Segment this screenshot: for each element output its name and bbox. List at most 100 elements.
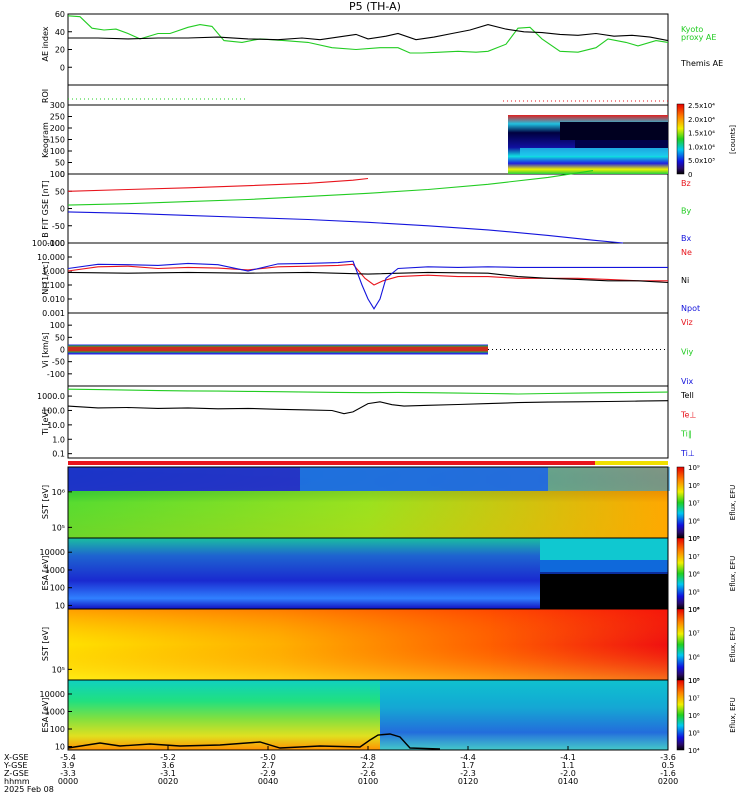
time-axis-y-value: 0.5	[662, 761, 675, 770]
temperature-legend-te-: Te⊥	[680, 410, 696, 419]
density-series-ni	[67, 271, 669, 284]
velocity-y-tick-label: -100	[47, 370, 65, 379]
velocity-legend-vix: Vix	[681, 377, 694, 386]
sst2-colorbar	[676, 608, 685, 681]
time-axis-t-value: 0000	[58, 777, 78, 786]
keogram-colorbar-tick-label: 0	[688, 171, 692, 179]
velocity-y-tick-label: 100	[50, 321, 65, 330]
esa2-spectrogram-right-region	[380, 680, 668, 750]
roi-y-axis-label: ROI	[41, 89, 50, 103]
velocity-y-tick-label: 0	[60, 346, 65, 355]
esa1-y-tick-label: 10000	[40, 548, 65, 557]
keogram-colorbar-tick-label: 1.0x10⁴	[688, 143, 715, 151]
ae-y-tick-label: 0	[60, 63, 65, 72]
sst1-colorbar	[676, 466, 685, 539]
keogram-colorbar	[676, 103, 685, 175]
time-axis-x-value: -3.6	[660, 753, 676, 762]
footer-label: X-GSE	[4, 753, 29, 762]
density-legend-ni: Ni	[681, 276, 689, 285]
time-axis-t-value: 0200	[658, 777, 678, 786]
temperature-series-ti	[67, 388, 669, 395]
temperature-y-tick-label: 100.0	[42, 406, 65, 415]
mode-bar-yellow	[595, 461, 668, 465]
density-y-tick-label: 1.000	[42, 267, 65, 276]
mode-bar-red	[68, 461, 595, 465]
ae-series-kyoto-proxy-ae	[67, 15, 669, 54]
bfield-series-bx	[67, 211, 624, 244]
keogram-colorbar-tick-label: 2.0x10⁴	[688, 116, 715, 124]
time-axis-t-value: 0120	[458, 777, 478, 786]
bfield-series-bz	[67, 177, 369, 192]
sst2-spectrogram-shading	[68, 609, 668, 680]
time-axis-x-value: -4.1	[560, 753, 576, 762]
plot-title: P5 (TH-A)	[349, 0, 401, 13]
time-axis-t-value: 0100	[358, 777, 378, 786]
sst1-y-tick-label: 10⁵	[52, 523, 65, 532]
keogram-y-tick-label: 0	[60, 170, 65, 179]
esa2-colorbar-tick-label: 10⁸	[688, 677, 700, 685]
esa1-colorbar-tick-label: 10⁶	[688, 571, 700, 579]
time-axis-x-value: -5.0	[260, 753, 276, 762]
sst1-spectrogram-upper-band-fade	[300, 467, 670, 491]
time-axis-z-value: -3.3	[60, 769, 76, 778]
esa1-y-tick-label: 1000	[45, 566, 65, 575]
sst2-y-tick-label: 10⁵	[52, 665, 65, 674]
bfield-panel-frame	[67, 173, 669, 244]
sst1-colorbar-label: Eflux, EFU	[729, 485, 737, 520]
ae-y-axis-label: AE index	[41, 26, 50, 61]
time-axis-z-value: -2.0	[560, 769, 576, 778]
time-axis-y-value: 1.7	[462, 761, 475, 770]
time-axis-x-value: -5.4	[60, 753, 76, 762]
bfield-legend-bx: Bx	[681, 234, 691, 243]
bfield-y-tick-label: 0	[60, 205, 65, 214]
spectrogram-frames	[67, 466, 669, 751]
sst1-colorbar-tick-label: 10⁷	[688, 500, 700, 508]
velocity-legend-viz: Viz	[681, 318, 693, 327]
bfield-y-tick-label: 50	[55, 187, 65, 196]
velocity-y-axis-label: Vi [km/s]	[41, 332, 50, 368]
footer-label: Y-GSE	[3, 761, 27, 770]
esa1-colorbar-tick-label: 10⁴	[688, 606, 700, 614]
esa2-y-tick-label: 1000	[45, 708, 65, 717]
keogram-image-cyan-band	[520, 148, 668, 156]
esa1-spectrogram-dark-block	[540, 572, 668, 609]
time-axis-t-value: 0020	[158, 777, 178, 786]
sst2-colorbar-tick-label: 10⁶	[688, 653, 700, 661]
time-axis-x-value: -5.2	[160, 753, 176, 762]
keogram-colorbar-label: [counts]	[729, 125, 737, 154]
ae-y-tick-label: 40	[55, 28, 65, 37]
temperature-y-tick-label: 1.0	[52, 435, 65, 444]
panel-frames	[67, 13, 669, 459]
bfield-legend-bz: Bz	[681, 179, 691, 188]
esa2-y-tick-label: 10	[55, 743, 65, 752]
density-y-tick-label: 100.000	[32, 239, 65, 248]
sst1-colorbar-tick-label: 10⁸	[688, 482, 700, 490]
esa1-spectrogram-blue-band	[540, 560, 668, 574]
esa1-colorbar-label: Eflux, EFU	[729, 556, 737, 591]
ae-y-tick-label: 60	[55, 10, 65, 19]
esa2-spectrogram-black-trace	[67, 733, 441, 750]
temperature-legend-tell: Tell	[680, 391, 694, 400]
density-legend-npot: Npot	[681, 304, 700, 313]
esa2-colorbar	[676, 679, 685, 751]
temperature-legend-ti-: Ti⊥	[680, 449, 695, 458]
bfield-legend-by: By	[681, 207, 691, 216]
keogram-image	[508, 115, 668, 174]
esa2-y-tick-label: 10000	[40, 690, 65, 699]
ae-y-tick-label: 20	[55, 46, 65, 55]
time-axis-z-value: -2.6	[360, 769, 376, 778]
keogram-y-tick-label: 200	[50, 124, 65, 133]
ae-legend-kyoto: Kyoto	[681, 25, 703, 34]
temperature-legend-ti-: Ti∥	[680, 430, 692, 439]
sst2-y-axis-label: SST [eV]	[41, 627, 50, 661]
density-y-tick-label: 10.000	[37, 253, 65, 262]
esa1-colorbar-tick-label: 10⁷	[688, 553, 700, 561]
keogram-y-tick-label: 300	[50, 101, 65, 110]
keogram-colorbar-tick-label: 2.5x10⁴	[688, 102, 715, 110]
colorbars	[676, 103, 685, 751]
esa2-y-axis-label: ESA [eV]	[41, 698, 50, 733]
esa1-colorbar-tick-label: 10⁸	[688, 535, 700, 543]
temperature-y-tick-label: 1000.0	[37, 392, 65, 401]
time-axis-y-value: 3.6	[162, 761, 175, 770]
